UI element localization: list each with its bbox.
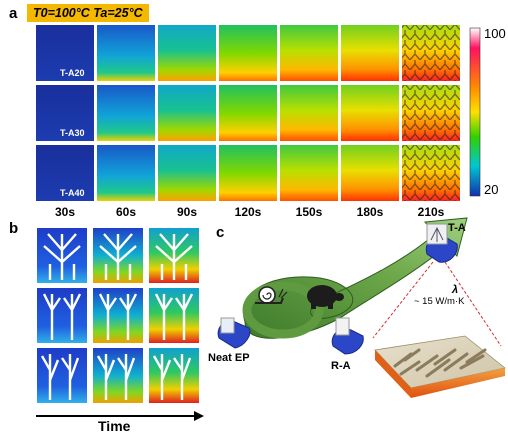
- simulation-grid: [36, 228, 204, 421]
- label-r-a: R-A: [331, 360, 351, 372]
- time-label-120s: 120s: [234, 205, 262, 219]
- time-label-180s: 180s: [356, 205, 384, 219]
- concept-illustration: [217, 217, 506, 398]
- colorbar-min-label: 20: [484, 182, 499, 197]
- thermal-row-3: [36, 145, 460, 201]
- thermal-image-grid: [36, 25, 481, 201]
- condition-label: T0=100°C Ta=25°C: [27, 4, 149, 22]
- colorbar-max-label: 100: [484, 26, 506, 41]
- panel-c-letter: c: [216, 224, 225, 241]
- time-label-60s: 60s: [115, 205, 137, 219]
- hand-t-a: [425, 223, 458, 263]
- panel-b-letter: b: [9, 220, 19, 237]
- label-t-a: T-A: [448, 222, 466, 234]
- thermal-row-2: [36, 85, 460, 141]
- hand-neat-ep: [217, 317, 251, 349]
- composite-block: [374, 335, 506, 398]
- label-neat-ep: Neat EP: [208, 352, 250, 364]
- row-label-1: T-A20: [60, 68, 85, 78]
- turtle-icon: [307, 285, 344, 309]
- label-lambda: λ: [452, 284, 459, 296]
- time-label-150s: 150s: [295, 205, 323, 219]
- row-label-3: T-A40: [60, 188, 85, 198]
- snail-icon: [255, 286, 288, 304]
- time-label-210s: 210s: [417, 205, 445, 219]
- colorbar: [469, 27, 481, 197]
- thermal-row-1: [36, 25, 460, 81]
- row-label-2: T-A30: [60, 128, 85, 138]
- time-label-90s: 90s: [176, 205, 198, 219]
- label-conductivity: ~ 15 W/m·K: [414, 296, 465, 307]
- hand-r-a: [331, 317, 364, 355]
- time-axis-label: Time: [98, 418, 131, 434]
- time-label-30s: 30s: [54, 205, 76, 219]
- panel-a-letter: a: [9, 5, 18, 22]
